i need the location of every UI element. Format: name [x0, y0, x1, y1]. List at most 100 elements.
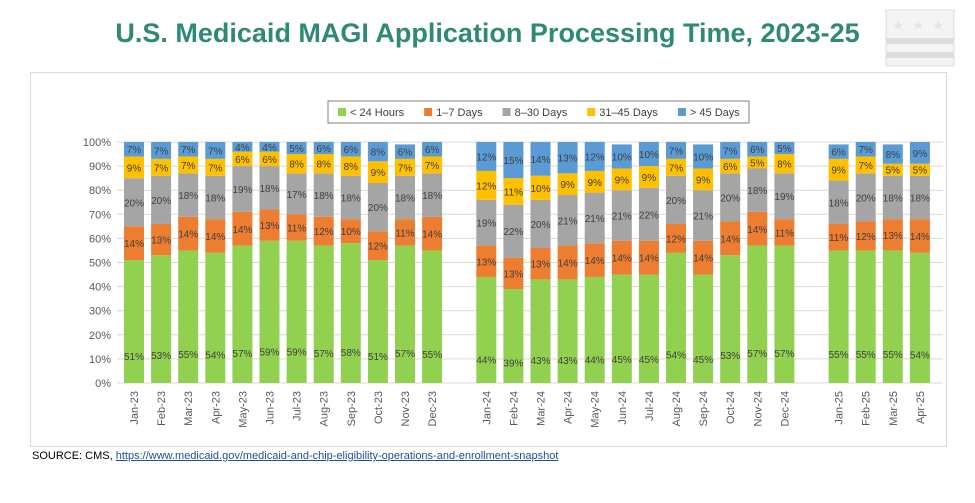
- x-tick-label: Feb-25: [861, 391, 873, 426]
- data-label: 10%: [612, 152, 632, 163]
- bar-segment: [828, 223, 849, 251]
- data-label: 18%: [314, 191, 334, 202]
- data-label: 9%: [615, 175, 630, 186]
- data-label: 11%: [829, 233, 848, 244]
- data-label: 9%: [913, 149, 928, 160]
- bar-segment: [395, 144, 415, 159]
- data-label: 6%: [750, 145, 765, 156]
- bar-segment: [340, 175, 361, 220]
- bar-segment: [611, 168, 632, 191]
- bar-segment: [638, 166, 659, 188]
- bar-segment: [367, 260, 388, 383]
- bar-segment: [503, 257, 524, 290]
- bar-segment: [151, 158, 172, 176]
- data-label: 21%: [612, 212, 632, 223]
- data-label: 14%: [422, 230, 442, 241]
- bar-segment: [638, 187, 659, 241]
- data-label: 11%: [504, 187, 523, 198]
- data-label: 14%: [232, 225, 252, 236]
- bar-segment: [530, 248, 551, 280]
- data-label: 7%: [154, 163, 169, 174]
- data-label: 45%: [612, 355, 632, 366]
- stacked-bar-chart: 0% 10% 20% 30% 40% 50% 60% 70% 80% 90% 100% < 24 Ho…: [83, 100, 943, 428]
- legend-swatch: [587, 108, 596, 116]
- bar-segment: [395, 245, 415, 383]
- data-label: 43%: [530, 356, 550, 367]
- bar-segment: [503, 178, 524, 205]
- bar-segment: [828, 158, 849, 181]
- x-tick-label: May-24: [590, 391, 602, 428]
- bar-segment: [503, 142, 524, 179]
- bar-segment: [151, 175, 172, 224]
- data-label: 51%: [124, 352, 144, 363]
- data-label: 12%: [476, 181, 496, 192]
- bar-segment: [232, 151, 253, 167]
- data-label: 7%: [208, 146, 223, 157]
- data-label: 7%: [208, 163, 223, 174]
- data-label: 19%: [774, 192, 794, 203]
- source-note: SOURCE: CMS, https://www.medicaid.gov/me…: [32, 450, 558, 462]
- data-label: 39%: [503, 358, 523, 369]
- data-label: 18%: [910, 193, 930, 204]
- data-label: 6%: [262, 155, 277, 166]
- bar-segment: [774, 245, 795, 383]
- data-label: 8%: [777, 160, 792, 171]
- bar-segment: [151, 255, 172, 383]
- y-tick-label: 100%: [83, 137, 111, 149]
- data-label: 14%: [747, 225, 767, 236]
- bar-segment: [557, 279, 578, 383]
- bar-segment: [855, 221, 876, 251]
- data-label: 7%: [425, 161, 440, 172]
- bar-segment: [259, 209, 280, 241]
- bar-segment: [286, 154, 307, 174]
- bar-segment: [340, 243, 361, 383]
- legend-swatch: [502, 108, 511, 116]
- x-tick-label: Mar-23: [183, 391, 195, 426]
- data-label: 9%: [831, 166, 846, 177]
- data-label: 8%: [371, 148, 386, 159]
- x-tick-label: Jun-23: [265, 391, 277, 425]
- bar-segment: [557, 245, 578, 280]
- legend-swatch: [424, 108, 433, 116]
- legend-label: < 24 Hours: [350, 107, 405, 119]
- data-label: 22%: [639, 210, 659, 221]
- bar-segment: [909, 219, 930, 253]
- bar-segment: [666, 252, 686, 383]
- x-tick-label: Jul-24: [644, 391, 656, 421]
- data-label: 59%: [259, 348, 279, 359]
- bar-segment: [151, 142, 172, 159]
- bar-segment: [882, 144, 903, 164]
- x-tick-label: Feb-23: [156, 391, 168, 426]
- y-tick-label: 20%: [89, 330, 111, 342]
- data-label: 9%: [587, 178, 602, 189]
- data-label: 6%: [398, 148, 413, 159]
- data-label: 44%: [476, 356, 496, 367]
- bar-segment: [557, 195, 578, 246]
- data-label: 14%: [530, 155, 550, 166]
- bar-segment: [693, 274, 714, 383]
- bar-segment: [774, 154, 795, 174]
- bar-segment: [666, 158, 686, 176]
- x-tick-label: Nov-23: [400, 391, 412, 426]
- x-tick-label: Sep-23: [346, 391, 358, 426]
- source-link[interactable]: https://www.medicaid.gov/medicaid-and-ch…: [115, 450, 559, 462]
- data-label: 53%: [151, 351, 171, 362]
- data-label: 10%: [530, 184, 550, 195]
- data-label: 45%: [693, 355, 713, 366]
- data-label: 11%: [395, 228, 414, 239]
- bar-segment: [557, 173, 578, 196]
- bar-segment: [693, 144, 714, 169]
- bar-segment: [367, 231, 388, 261]
- legend-box: [327, 100, 750, 124]
- data-label: 22%: [503, 227, 523, 238]
- bar-segment: [720, 221, 741, 256]
- data-label: 55%: [856, 350, 876, 361]
- data-label: 18%: [205, 193, 225, 204]
- bar-segment: [232, 211, 253, 246]
- data-label: 11%: [287, 224, 306, 235]
- data-label: 57%: [314, 349, 334, 360]
- bar-segment: [638, 240, 659, 275]
- bar-segment: [720, 158, 741, 174]
- data-label: 58%: [341, 348, 361, 359]
- legend-swatch: [677, 108, 686, 116]
